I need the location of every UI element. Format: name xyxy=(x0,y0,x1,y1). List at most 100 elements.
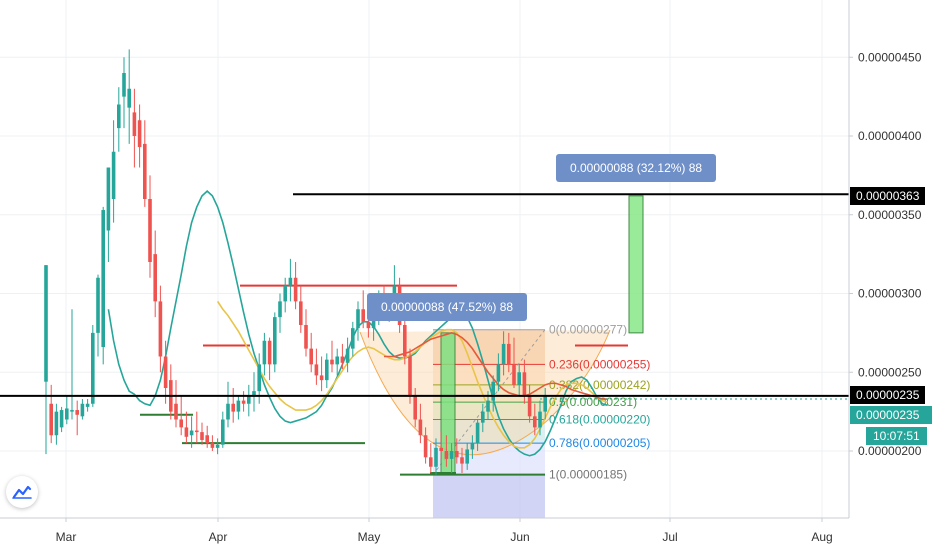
candle-body xyxy=(361,309,365,322)
candle-body xyxy=(527,395,532,417)
time-axis-label: Apr xyxy=(209,530,228,544)
cup-pattern-outline xyxy=(359,329,611,456)
candle-body xyxy=(143,143,147,199)
candle-body xyxy=(174,403,178,420)
resistance-price-badge: 0.00000363 xyxy=(850,187,926,205)
candle-body xyxy=(496,364,501,382)
moving-average-line xyxy=(384,332,608,400)
candle-body xyxy=(163,356,168,388)
price-axis-label: 0.00000400 xyxy=(858,129,922,143)
candle-body xyxy=(475,422,480,444)
candle-body xyxy=(70,410,74,412)
candle-body xyxy=(418,419,423,436)
candle-body xyxy=(59,410,64,428)
candle-body xyxy=(247,395,251,404)
candle-body xyxy=(111,151,116,199)
candle-body xyxy=(543,395,547,412)
price-axis-label: 0.00000450 xyxy=(858,50,922,64)
candle-body xyxy=(195,430,199,433)
candle-body xyxy=(148,199,152,262)
cup-pattern-shading xyxy=(360,330,610,455)
price-axis-bg xyxy=(850,0,932,550)
measure-bar-2 xyxy=(628,195,644,334)
candle-body xyxy=(262,340,267,365)
candle-body xyxy=(319,375,324,381)
candle-body xyxy=(153,254,157,302)
time-axis-label: Jul xyxy=(662,530,677,544)
candle-body xyxy=(101,210,105,348)
tradingview-logo[interactable] xyxy=(6,476,38,508)
candle-body xyxy=(189,430,194,436)
candle-body xyxy=(278,301,282,318)
fibonacci-zone xyxy=(433,419,545,444)
fibonacci-extension-zone xyxy=(433,474,545,518)
candle-body xyxy=(179,419,183,428)
candle-body xyxy=(236,400,241,412)
candle-body xyxy=(455,451,459,458)
price-axis-label: 0.00000300 xyxy=(858,287,922,301)
candle-body xyxy=(226,403,230,420)
fibonacci-level-label: 1(0.00000185) xyxy=(549,468,627,482)
candle-body xyxy=(85,403,90,407)
candle-body xyxy=(330,359,334,365)
candle-body xyxy=(106,167,111,231)
candle-body xyxy=(403,325,407,357)
candle-body xyxy=(65,408,69,420)
candle-body xyxy=(288,277,293,286)
candle-body xyxy=(267,340,272,365)
price-axis-label: 0.00000250 xyxy=(858,365,922,379)
measure-callout-2[interactable]: 0.00000088 (32.12%) 88 xyxy=(556,154,717,182)
fibonacci-zone xyxy=(433,384,545,403)
candle-body xyxy=(481,411,485,423)
candle-body xyxy=(371,317,376,329)
fibonacci-level-label: 0.786(0.00000205) xyxy=(549,436,650,450)
candle-body xyxy=(356,309,360,329)
measure-callout-1[interactable]: 0.00000088 (47.52%) 88 xyxy=(367,293,528,321)
candle-body xyxy=(273,317,277,365)
candle-body xyxy=(460,457,464,464)
candle-body xyxy=(449,451,454,459)
candle-body xyxy=(252,391,256,396)
candle-body xyxy=(517,372,521,385)
candle-body xyxy=(231,403,235,412)
support-price-badge: 0.00000235 xyxy=(850,386,926,404)
candle-body xyxy=(75,410,79,415)
price-axis-label: 0.00000350 xyxy=(858,208,922,222)
grid-layer xyxy=(0,0,849,518)
moving-average-line xyxy=(216,300,608,449)
candle-body xyxy=(127,88,131,108)
candle-body xyxy=(522,372,527,396)
candle-body xyxy=(413,395,417,420)
fibonacci-level-label: 0.618(0.00000220) xyxy=(549,413,650,427)
candle-body xyxy=(465,449,469,464)
candle-body xyxy=(283,285,287,302)
candle-body xyxy=(423,435,428,458)
candle-body xyxy=(137,120,142,148)
candle-body xyxy=(158,301,163,357)
candle-body xyxy=(486,400,490,412)
candle-body xyxy=(507,343,511,365)
time-axis-bg xyxy=(0,519,849,550)
candle-body xyxy=(439,447,443,451)
candle-body xyxy=(335,356,339,365)
time-axis-label: Jun xyxy=(510,530,529,544)
candle-body xyxy=(221,419,225,445)
candle-body xyxy=(309,348,313,365)
candle-body xyxy=(184,427,189,437)
fibonacci-level-label: 0.382(0.00000242) xyxy=(549,378,650,392)
candle-body xyxy=(205,435,209,444)
candle-body xyxy=(299,301,303,325)
candle-body xyxy=(293,277,298,302)
candle-body xyxy=(533,416,537,428)
candle-body xyxy=(408,356,412,396)
candle-body xyxy=(96,277,100,333)
candle-body xyxy=(538,411,542,428)
candle-body xyxy=(210,443,215,448)
candle-body xyxy=(200,432,204,440)
candle-body xyxy=(54,411,59,436)
candle-body xyxy=(325,359,329,381)
candle-body xyxy=(132,112,137,136)
